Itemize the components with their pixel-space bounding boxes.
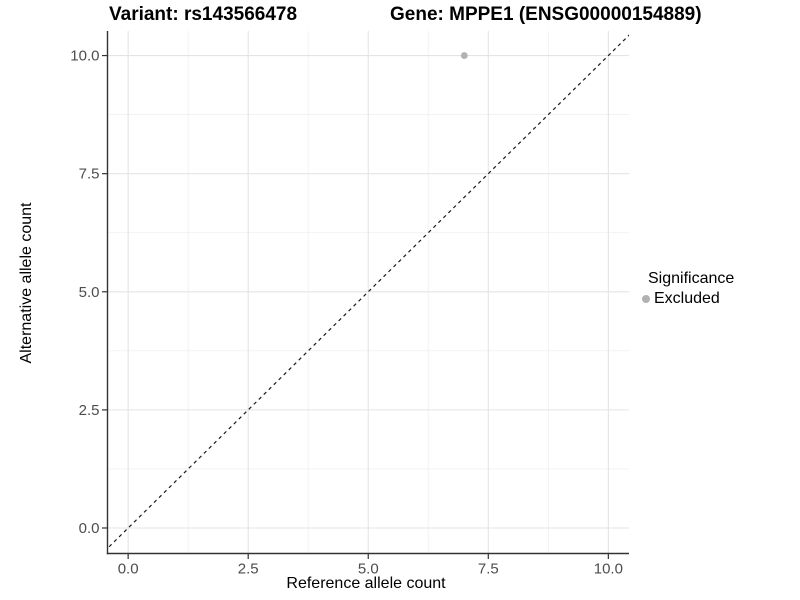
- x-tick-label: 7.5: [478, 561, 499, 578]
- y-tick-label: 5.0: [79, 284, 100, 301]
- x-tick-label: 10.0: [594, 561, 623, 578]
- plot-title-variant: Variant: rs143566478: [109, 4, 298, 25]
- legend-key: [637, 291, 654, 308]
- plot-title-gene: Gene: MPPE1 (ENSG00000154889): [390, 4, 702, 25]
- x-tick-label: 0.0: [118, 561, 139, 578]
- x-tick-label: 2.5: [238, 561, 259, 578]
- y-tick-label: 7.5: [79, 166, 100, 183]
- excluded-point-icon: [641, 295, 650, 303]
- y-axis-title: Alternative allele count: [18, 202, 35, 364]
- legend-title: Significance: [648, 270, 735, 287]
- y-tick-label: 10.0: [70, 48, 99, 65]
- legend-item-excluded: Excluded: [637, 290, 734, 308]
- y-tick-label: 0.0: [79, 520, 100, 537]
- legend-item-label: Excluded: [654, 290, 720, 307]
- x-axis-title: Reference allele count: [286, 575, 446, 592]
- legend: Significance Excluded: [637, 269, 734, 308]
- y-tick-label: 2.5: [79, 402, 100, 419]
- data-point: [460, 52, 468, 59]
- x-tick-label: 5.0: [358, 561, 379, 578]
